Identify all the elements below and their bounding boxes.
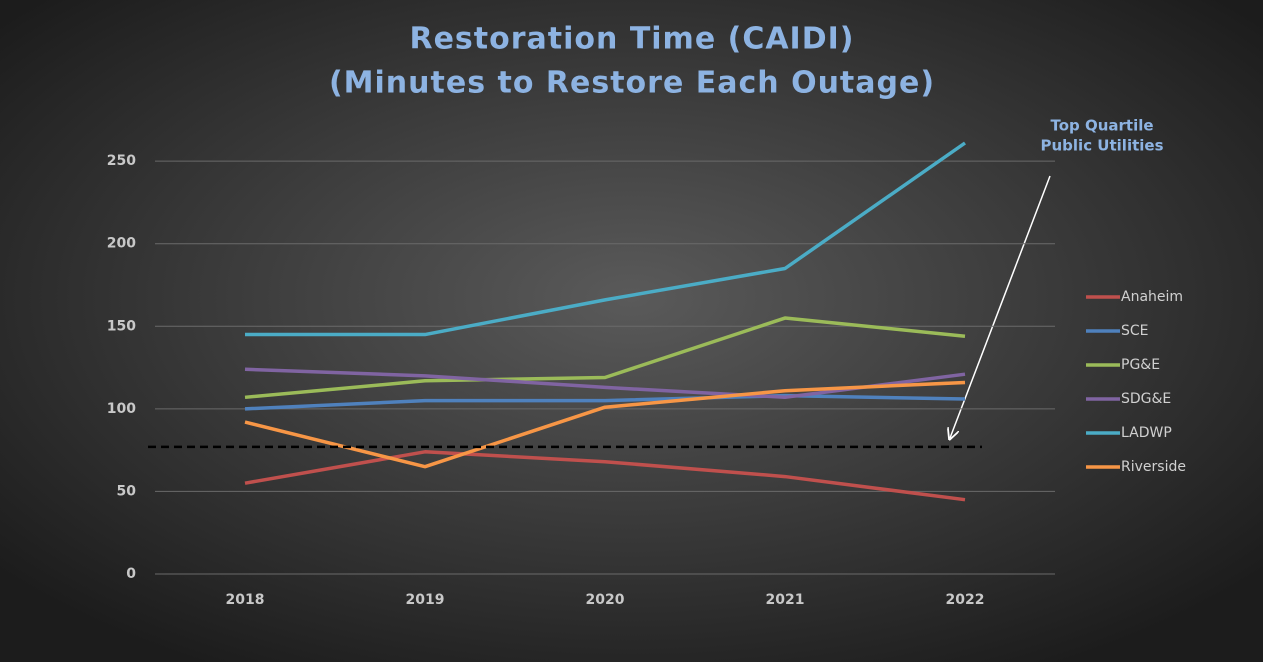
chart-subtitle: (Minutes to Restore Each Outage) [329, 66, 935, 101]
legend-label: Anaheim [1121, 289, 1183, 305]
y-tick-label: 50 [117, 483, 137, 499]
y-tick-label: 0 [126, 566, 136, 582]
y-tick-label: 250 [107, 153, 136, 169]
series-line [244, 316, 966, 400]
y-tick-label: 200 [107, 236, 136, 252]
x-tick-label: 2021 [766, 592, 805, 608]
annotation: Public Utilities [1041, 137, 1164, 155]
series-line [244, 393, 966, 411]
legend-label: Riverside [1121, 459, 1186, 475]
annotation: Top Quartile [1050, 117, 1153, 135]
chart-title: Restoration Time (CAIDI) [409, 22, 854, 57]
x-tick-label: 2018 [226, 592, 265, 608]
x-tick-label: 2020 [586, 592, 625, 608]
y-tick-label: 100 [107, 401, 136, 417]
series-line [244, 450, 966, 502]
x-tick-label: 2022 [946, 592, 985, 608]
legend-label: LADWP [1121, 425, 1172, 441]
annotation-arrow [950, 175, 1051, 438]
legend-label: SCE [1121, 323, 1149, 339]
legend-label: PG&E [1121, 357, 1160, 373]
legend-label: SDG&E [1121, 391, 1171, 407]
y-tick-label: 150 [107, 318, 136, 334]
series-line [245, 141, 967, 337]
x-tick-label: 2019 [406, 592, 445, 608]
series-line [244, 380, 966, 469]
